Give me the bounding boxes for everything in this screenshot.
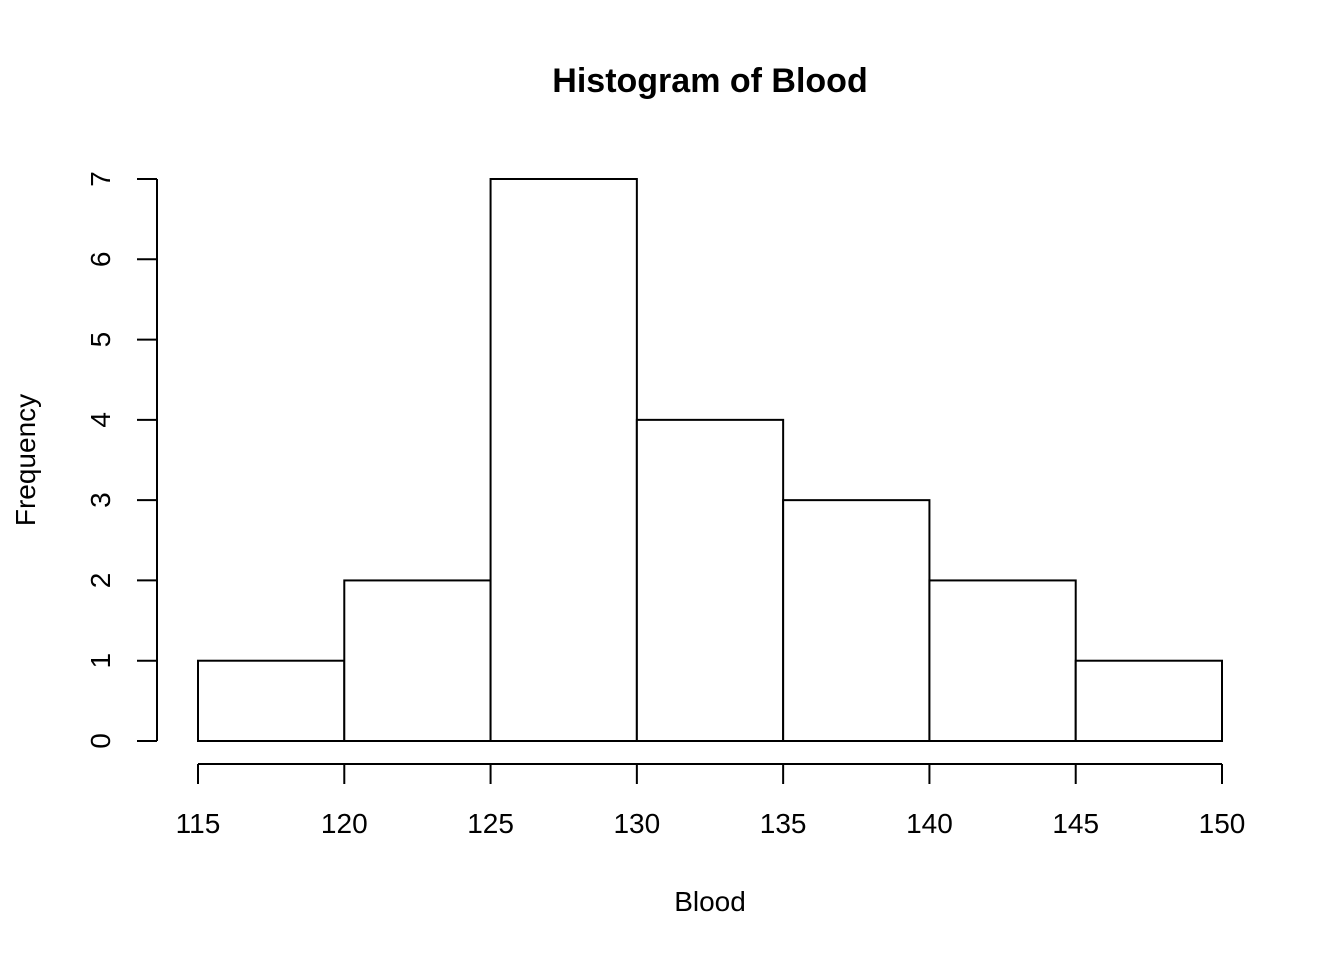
y-tick-label: 3	[85, 492, 116, 508]
y-tick-label: 5	[85, 332, 116, 348]
histogram-bar-125-130	[489, 178, 638, 742]
histogram-bar-115-120	[197, 659, 346, 743]
x-tick-label: 125	[467, 808, 514, 839]
x-tick-label: 150	[1199, 808, 1246, 839]
histogram-bar-130-135	[635, 418, 785, 742]
y-tick-label: 7	[85, 171, 116, 187]
x-tick-label: 120	[321, 808, 368, 839]
y-tick-label: 6	[85, 251, 116, 267]
x-axis-label: Blood	[674, 886, 746, 917]
y-axis-label: Frequency	[10, 394, 41, 526]
histogram-bar-135-140	[782, 499, 931, 742]
y-tick-label: 1	[85, 653, 116, 669]
y-tick-label: 0	[85, 733, 116, 749]
bars-group	[197, 178, 1223, 743]
x-tick-label: 115	[176, 808, 221, 839]
y-tick-label: 4	[85, 412, 116, 428]
chart-title: Histogram of Blood	[552, 62, 867, 100]
histogram-bar-140-145	[928, 579, 1077, 743]
x-tick-label: 130	[613, 808, 660, 839]
histogram-bar-145-150	[1074, 659, 1223, 743]
y-tick-label: 2	[85, 573, 116, 589]
histogram-bar-120-125	[343, 579, 492, 743]
x-tick-label: 135	[760, 808, 807, 839]
x-tick-label: 140	[906, 808, 953, 839]
x-tick-label: 145	[1052, 808, 1099, 839]
y-axis: 0 1 2 3 4 5 6 7	[85, 171, 158, 749]
x-axis: 115 120 125 130 135 140 145 150	[176, 763, 1246, 839]
